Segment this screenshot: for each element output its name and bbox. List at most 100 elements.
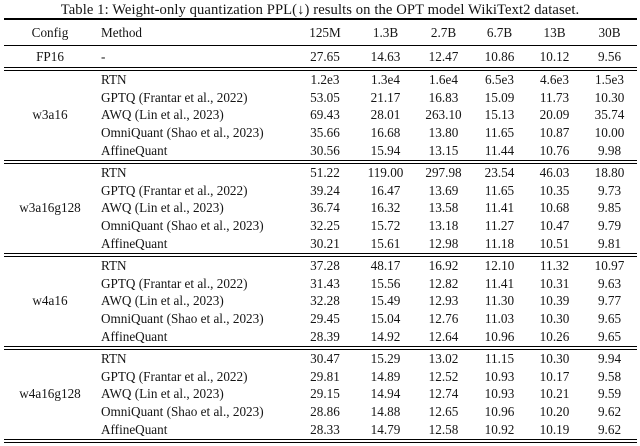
table-header-row: Config Method 125M 1.3B 2.7B 6.7B 13B 30… — [4, 19, 637, 46]
ppl-value: 11.15 — [484, 350, 515, 366]
table-row: AWQ (Lin et al., 2023) 69.43 28.01 263.1… — [4, 107, 637, 125]
ppl-value: 31.43 — [310, 275, 340, 291]
ppl-value: 13.80 — [428, 125, 459, 141]
table-row: GPTQ (Frantar et al., 2022) 53.05 21.17 … — [4, 89, 637, 107]
ppl-value: 11.18 — [484, 236, 515, 252]
ppl-value: 11.41 — [484, 200, 515, 216]
ppl-value: 10.96 — [484, 329, 515, 345]
ppl-value: 119.00 — [367, 164, 404, 180]
ppl-value: 9.65 — [597, 311, 622, 327]
ppl-value: 12.58 — [428, 422, 459, 438]
table-row: OmniQuant (Shao et al., 2023) 35.66 16.6… — [4, 124, 637, 142]
ppl-value: 18.80 — [594, 164, 625, 180]
section-w4a16: w4a16 RTN 37.28 48.17 16.92 12.10 11.32 … — [4, 255, 637, 348]
ppl-value: 15.49 — [370, 293, 401, 309]
col-header-2-7b: 2.7B — [415, 19, 472, 46]
ppl-value: 14.89 — [370, 368, 401, 384]
section-fp16: FP16 - 27.65 14.63 12.47 10.86 10.12 9.5… — [4, 46, 637, 70]
ppl-value: 37.28 — [310, 257, 340, 273]
section-w3a16: w3a16 RTN 1.2e3 1.3e4 1.6e4 6.5e3 4.6e3 … — [4, 69, 637, 162]
ppl-value: 12.82 — [428, 275, 459, 291]
ppl-value: 13.69 — [428, 182, 459, 198]
ppl-value: 10.30 — [539, 350, 570, 366]
ppl-value: 12.52 — [428, 368, 459, 384]
table-row: AffineQuant 30.21 15.61 12.98 11.18 10.5… — [4, 235, 637, 255]
ppl-value: 23.54 — [484, 164, 515, 180]
method-cell: AWQ (Lin et al., 2023) — [101, 293, 224, 309]
ppl-value: 16.32 — [370, 200, 401, 216]
ppl-value: 10.30 — [594, 89, 625, 105]
ppl-value: 9.81 — [597, 236, 622, 252]
method-cell: GPTQ (Frantar et al., 2022) — [101, 182, 248, 198]
ppl-value: 14.92 — [370, 329, 401, 345]
ppl-value: 16.47 — [370, 182, 401, 198]
ppl-value: 297.98 — [425, 164, 462, 180]
ppl-value: 9.58 — [597, 368, 622, 384]
ppl-value: 9.79 — [597, 218, 622, 234]
ppl-value: 28.01 — [370, 107, 401, 123]
method-cell: OmniQuant (Shao et al., 2023) — [101, 404, 264, 420]
ppl-value: 4.6e3 — [540, 71, 569, 87]
ppl-value: 9.59 — [597, 386, 622, 402]
ppl-value: 13.02 — [428, 350, 459, 366]
table-row: AffineQuant 30.56 15.94 13.15 11.44 10.7… — [4, 142, 637, 162]
table-row: OmniQuant (Shao et al., 2023) 29.45 15.0… — [4, 310, 637, 328]
ppl-value: 10.35 — [539, 182, 570, 198]
ppl-value: 32.28 — [310, 293, 340, 309]
ppl-value: 14.79 — [370, 422, 401, 438]
config-cell-w4a16: w4a16 — [32, 293, 68, 309]
ppl-value: 12.76 — [428, 311, 459, 327]
table-row: AWQ (Lin et al., 2023) 36.74 16.32 13.58… — [4, 200, 637, 218]
ppl-value: 11.65 — [484, 182, 515, 198]
ppl-value: 11.03 — [484, 311, 515, 327]
ppl-value: 10.76 — [539, 143, 570, 159]
ppl-value: 263.10 — [425, 107, 462, 123]
method-cell: AffineQuant — [101, 329, 168, 345]
ppl-value: 9.77 — [597, 293, 622, 309]
method-cell: GPTQ (Frantar et al., 2022) — [101, 275, 248, 291]
config-cell-w3a16g128: w3a16g128 — [19, 200, 81, 216]
ppl-value: 12.47 — [428, 48, 459, 64]
col-header-13b: 13B — [527, 19, 582, 46]
ppl-value: 11.73 — [539, 89, 570, 105]
method-cell: AWQ (Lin et al., 2023) — [101, 107, 224, 123]
ppl-value: 15.29 — [370, 350, 401, 366]
table-row: w4a16g128 RTN 30.47 15.29 13.02 11.15 10… — [4, 348, 637, 402]
ppl-value: 10.30 — [539, 311, 570, 327]
table-row: w3a16 RTN 1.2e3 1.3e4 1.6e4 6.5e3 4.6e3 … — [4, 69, 637, 123]
method-cell: OmniQuant (Shao et al., 2023) — [101, 125, 264, 141]
col-header-1-3b: 1.3B — [356, 19, 415, 46]
table-row: AffineQuant 28.33 14.79 12.58 10.92 10.1… — [4, 421, 637, 441]
ppl-value: 12.64 — [428, 329, 459, 345]
method-cell: GPTQ (Frantar et al., 2022) — [101, 368, 248, 384]
ppl-value: 10.17 — [539, 368, 570, 384]
ppl-value: 10.87 — [539, 125, 570, 141]
ppl-value: 30.21 — [310, 236, 340, 252]
table-row: w3a16g128 RTN 51.22 119.00 297.98 23.54 … — [4, 162, 637, 216]
ppl-value: 9.63 — [597, 275, 622, 291]
ppl-value: 10.86 — [484, 48, 515, 64]
ppl-value: 15.72 — [370, 218, 401, 234]
table-row: AffineQuant 28.39 14.92 12.64 10.96 10.2… — [4, 328, 637, 348]
method-cell: OmniQuant (Shao et al., 2023) — [101, 218, 264, 234]
ppl-value: 10.12 — [539, 48, 570, 64]
ppl-value: 1.3e4 — [371, 71, 400, 87]
ppl-value: 9.62 — [597, 422, 622, 438]
ppl-value: 10.68 — [539, 200, 570, 216]
method-cell: RTN — [101, 71, 127, 87]
table-row: GPTQ (Frantar et al., 2022) 31.43 15.56 … — [4, 275, 637, 293]
ppl-value: 20.09 — [539, 107, 570, 123]
method-cell: AWQ (Lin et al., 2023) — [101, 200, 224, 216]
ppl-value: 15.13 — [484, 107, 515, 123]
ppl-value: 11.44 — [484, 143, 515, 159]
table-row: FP16 - 27.65 14.63 12.47 10.86 10.12 9.5… — [4, 46, 637, 70]
table-row: OmniQuant (Shao et al., 2023) 28.86 14.8… — [4, 403, 637, 421]
ppl-value: 69.43 — [310, 107, 340, 123]
ppl-value: 13.15 — [428, 143, 459, 159]
ppl-value: 10.96 — [484, 404, 515, 420]
ppl-value: 10.93 — [484, 386, 515, 402]
ppl-value: 46.03 — [539, 164, 570, 180]
col-header-30b: 30B — [582, 19, 637, 46]
ppl-value: 14.94 — [370, 386, 401, 402]
ppl-value: 29.81 — [310, 368, 340, 384]
